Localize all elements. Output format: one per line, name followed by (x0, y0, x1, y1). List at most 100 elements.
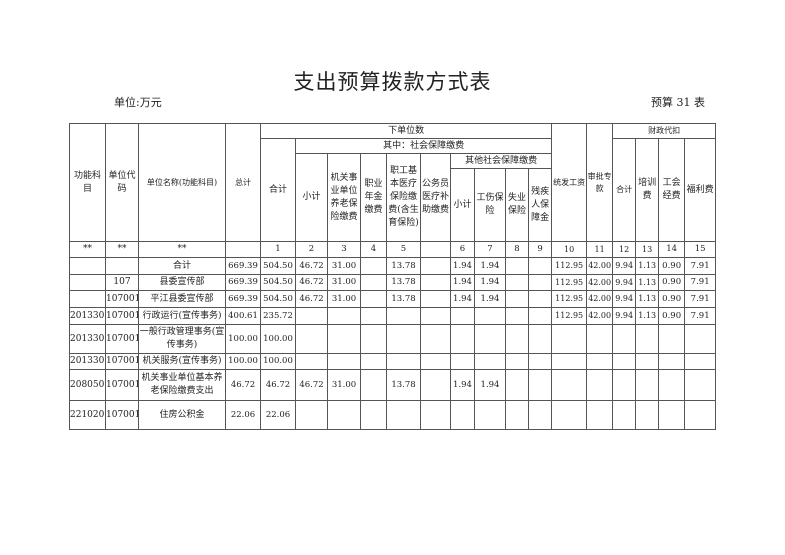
cell-col-11: 1.94 (474, 369, 506, 401)
cell-col-11 (474, 307, 506, 325)
cell-col-4: 100.00 (260, 324, 296, 354)
cell-col-18: 0.90 (658, 257, 686, 275)
cell-col-6 (327, 353, 361, 370)
cell-col-2: ** (138, 241, 226, 258)
cell-col-13: 9 (527, 241, 553, 258)
cell-col-9 (420, 274, 451, 291)
cell-col-8 (386, 307, 421, 325)
cell-col-11 (474, 353, 506, 370)
cell-col-12 (505, 307, 529, 325)
cell-col-12 (505, 257, 529, 275)
cell-col-10 (450, 353, 475, 370)
cell-col-10: 1.94 (450, 257, 475, 275)
cell-col-16: 9.94 (612, 307, 637, 325)
table-number: 预算 31 表 (651, 96, 705, 109)
cell-col-17: 1.13 (635, 274, 660, 291)
cell-col-1: ** (105, 241, 139, 258)
cell-col-15 (586, 400, 614, 430)
cell-col-3: 669.39 (225, 274, 261, 291)
cell-col-3: 22.06 (225, 400, 261, 430)
cell-col-3: 100.00 (225, 353, 261, 370)
cell-col-4: 504.50 (260, 257, 296, 275)
cell-col-19 (684, 369, 717, 401)
cell-col-7 (360, 257, 387, 275)
cell-col-19: 7.91 (684, 290, 717, 308)
header-special: 审批专款 (586, 123, 614, 242)
cell-col-14 (551, 400, 588, 430)
cell-col-14 (551, 369, 588, 401)
cell-col-6: 31.00 (327, 274, 361, 291)
cell-col-5: 46.72 (295, 274, 328, 291)
cell-col-1: 107001 (105, 353, 139, 370)
cell-col-3 (225, 241, 261, 258)
index-row: ** ** ** 1 2 3 4 5 6 7 8 9 10 11 12 13 14 15 (69, 241, 717, 258)
cell-col-19 (684, 353, 717, 370)
cell-col-9 (420, 369, 451, 401)
cell-col-8: 5 (386, 241, 421, 258)
cell-col-14 (551, 324, 588, 354)
cell-col-9 (420, 353, 451, 370)
cell-col-18 (658, 324, 686, 354)
table-row: 107001 平江县委宣传部 669.39 504.50 46.72 31.00 13.78… (69, 290, 717, 308)
cell-col-13 (527, 257, 553, 275)
cell-col-10 (450, 400, 475, 430)
cell-col-14: 112.95 (551, 307, 588, 325)
cell-col-0: 2013303 (69, 353, 106, 370)
cell-col-0: ** (69, 241, 106, 258)
cell-col-7 (360, 353, 387, 370)
cell-col-6: 3 (327, 241, 361, 258)
cell-col-5: 46.72 (295, 290, 328, 308)
header-training: 培训费 (635, 138, 660, 242)
cell-col-19: 7.91 (684, 307, 717, 325)
cell-col-12 (505, 369, 529, 401)
cell-col-19: 7.91 (684, 274, 717, 291)
cell-col-11 (474, 400, 506, 430)
cell-col-11: 1.94 (474, 290, 506, 308)
header-unemploy: 失业保险 (505, 168, 529, 242)
header-disabled: 残疾人保障金 (527, 168, 553, 242)
cell-col-13 (527, 400, 553, 430)
header-unit-name: 单位名称(功能科目) (138, 123, 226, 242)
cell-col-12 (505, 353, 529, 370)
cell-col-8 (386, 324, 421, 354)
cell-col-16 (612, 369, 637, 401)
cell-col-14: 112.95 (551, 290, 588, 308)
cell-col-12 (505, 400, 529, 430)
cell-col-3: 100.00 (225, 324, 261, 354)
header-union: 工会经费 (658, 138, 686, 242)
cell-col-13 (527, 274, 553, 291)
cell-col-18 (658, 353, 686, 370)
page-title: 支出预算拨款方式表 (293, 70, 492, 94)
header-unit-code: 单位代码 (105, 123, 139, 242)
header-annuity: 职业年金缴费 (360, 153, 387, 242)
cell-col-18: 0.90 (658, 274, 686, 291)
cell-col-9 (420, 257, 451, 275)
cell-col-8: 13.78 (386, 290, 421, 308)
cell-col-6 (327, 307, 361, 325)
cell-col-1: 107001 (105, 307, 139, 325)
header-injury: 工伤保险 (474, 168, 506, 242)
cell-col-14: 112.95 (551, 274, 588, 291)
cell-col-13 (527, 290, 553, 308)
cell-col-1: 107001 (105, 400, 139, 430)
cell-col-7 (360, 324, 387, 354)
cell-col-12 (505, 324, 529, 354)
cell-col-10: 1.94 (450, 274, 475, 291)
header-medical: 职工基本医疗保险缴费(含生育保险) (386, 153, 421, 242)
cell-col-16 (612, 400, 637, 430)
cell-col-4: 46.72 (260, 369, 296, 401)
header-other: 其他社会保障缴费 (449, 153, 553, 169)
cell-col-1: 107001 (105, 290, 139, 308)
table-row: 2080505107001机关事业单位基本养老保险缴费支出46.7246.724… (69, 369, 717, 401)
cell-col-4: 235.72 (260, 307, 296, 325)
cell-col-10 (450, 307, 475, 325)
cell-col-19: 7.91 (684, 257, 717, 275)
cell-col-15: 42.00 (586, 274, 614, 291)
cell-col-9 (420, 400, 451, 430)
cell-col-11 (474, 324, 506, 354)
cell-col-17 (635, 400, 660, 430)
table-row: 107 县委宣传部 669.39 504.50 46.72 31.00 13.78 1.94 1… (69, 274, 717, 291)
cell-col-18: 0.90 (658, 307, 686, 325)
cell-col-8: 13.78 (386, 369, 421, 401)
